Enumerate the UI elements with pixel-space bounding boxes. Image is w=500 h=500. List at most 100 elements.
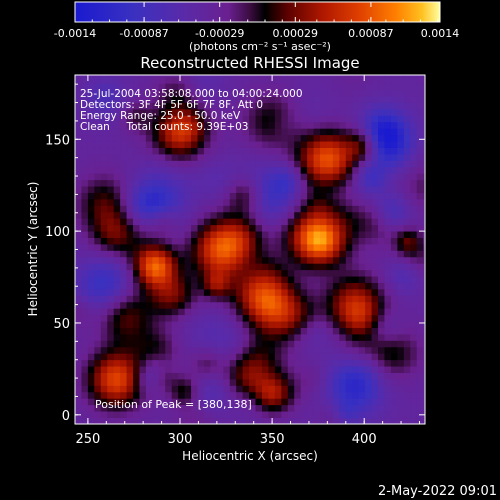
heatmap-cell <box>416 314 424 322</box>
heatmap-cell <box>158 404 166 412</box>
heatmap-cell <box>320 308 327 316</box>
heatmap-cell <box>281 224 289 232</box>
heatmap-cell <box>365 256 372 264</box>
heatmap-cell <box>113 366 121 373</box>
heatmap-cell <box>216 192 224 200</box>
heatmap-cell <box>236 237 244 245</box>
heatmap-cell <box>390 243 398 251</box>
heatmap-cell <box>397 153 405 161</box>
heatmap-cell <box>378 102 385 110</box>
heatmap-cell <box>139 224 147 232</box>
heatmap-cell <box>203 263 211 271</box>
heatmap-cell <box>120 83 127 91</box>
heatmap-cell <box>300 218 308 226</box>
heatmap-cell <box>339 359 347 367</box>
heatmap-cell <box>152 417 160 424</box>
heatmap-cell <box>165 75 173 78</box>
heatmap-cell <box>81 372 89 380</box>
heatmap-cell <box>371 211 379 219</box>
heatmap-cell <box>113 282 121 290</box>
heatmap-cell <box>294 359 302 367</box>
heatmap-cell <box>378 237 385 245</box>
heatmap-cell <box>216 166 224 174</box>
heatmap-cell <box>255 359 263 367</box>
heatmap-cell <box>223 76 231 84</box>
heatmap-cell <box>255 269 263 277</box>
heatmap-cell <box>120 321 127 328</box>
heatmap-cell <box>87 218 95 226</box>
heatmap-cell <box>133 340 140 348</box>
heatmap-cell <box>242 173 250 181</box>
heatmap-cell <box>165 391 173 399</box>
heatmap-cell <box>216 333 224 341</box>
heatmap-cell <box>120 108 127 116</box>
heatmap-cell <box>390 128 398 136</box>
heatmap-cell <box>197 160 205 168</box>
heatmap-cell <box>191 160 198 168</box>
heatmap-cell <box>332 166 340 174</box>
heatmap-cell <box>236 153 244 161</box>
heatmap-cell <box>307 147 314 155</box>
heatmap-cell <box>165 160 173 168</box>
heatmap-cell <box>236 134 244 142</box>
heatmap-cell <box>203 173 211 181</box>
heatmap-cell <box>139 102 147 110</box>
heatmap-cell <box>339 404 347 412</box>
heatmap-cell <box>203 385 211 393</box>
heatmap-cell <box>332 96 340 103</box>
heatmap-cell <box>384 173 392 181</box>
heatmap-cell <box>358 186 366 193</box>
heatmap-cell <box>81 333 89 341</box>
heatmap-cell <box>352 224 360 232</box>
heatmap-cell <box>300 314 308 322</box>
heatmap-cell <box>274 321 282 328</box>
heatmap-cell <box>152 411 160 418</box>
heatmap-cell <box>423 321 425 328</box>
heatmap-cell <box>171 205 179 213</box>
heatmap-cell <box>171 391 179 399</box>
heatmap-cell <box>423 308 425 316</box>
heatmap-cell <box>358 243 366 251</box>
heatmap-cell <box>416 282 424 290</box>
heatmap-cell <box>268 179 276 187</box>
heatmap-cell <box>287 353 295 361</box>
heatmap-cell <box>307 256 314 264</box>
heatmap-cell <box>178 96 186 103</box>
heatmap-cell <box>352 128 360 136</box>
heatmap-cell <box>390 198 398 206</box>
heatmap-cell <box>242 96 250 103</box>
heatmap-cell <box>300 147 308 155</box>
heatmap-cell <box>332 269 340 277</box>
y-tick-label: 100 <box>45 225 70 240</box>
heatmap-cell <box>345 102 353 110</box>
heatmap-cell <box>287 121 295 129</box>
heatmap-cell <box>358 256 366 264</box>
heatmap-cell <box>191 205 198 213</box>
heatmap-cell <box>365 346 372 354</box>
heatmap-cell <box>197 353 205 361</box>
heatmap-cell <box>236 398 244 406</box>
heatmap-cell <box>87 333 95 341</box>
heatmap-cell <box>197 282 205 290</box>
heatmap-cell <box>158 108 166 116</box>
heatmap-cell <box>261 250 269 258</box>
heatmap-cell <box>229 147 237 155</box>
heatmap-cell <box>229 121 237 129</box>
heatmap-cell <box>345 404 353 412</box>
heatmap-cell <box>371 76 379 84</box>
heatmap-cell <box>307 269 314 277</box>
heatmap-cell <box>300 256 308 264</box>
heatmap-cell <box>152 314 160 322</box>
heatmap-cell <box>242 211 250 219</box>
heatmap-cell <box>229 102 237 110</box>
heatmap-cell <box>229 263 237 271</box>
heatmap-cell <box>423 147 425 155</box>
heatmap-cell <box>242 372 250 380</box>
heatmap-cell <box>300 153 308 161</box>
heatmap-cell <box>120 75 127 78</box>
heatmap-cell <box>158 224 166 232</box>
heatmap-cell <box>281 282 289 290</box>
heatmap-cell <box>133 417 140 424</box>
heatmap-cell <box>210 346 218 354</box>
heatmap-cell <box>107 83 115 91</box>
